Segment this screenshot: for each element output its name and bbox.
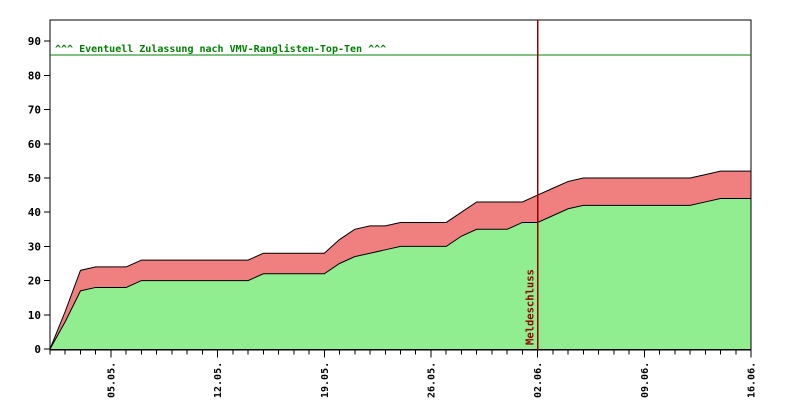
- y-tick-label: 20: [28, 275, 41, 288]
- y-tick-label: 10: [28, 309, 41, 322]
- series-areas: [49, 170, 752, 350]
- y-tick-label: 30: [28, 240, 41, 253]
- x-tick-label: 05.05.: [107, 362, 118, 398]
- x-tick-label: 09.06.: [640, 362, 651, 398]
- deadline-label: Meldeschluss: [525, 269, 537, 345]
- x-tick-label: 19.05.: [320, 362, 331, 398]
- y-tick-label: 40: [28, 206, 41, 219]
- y-tick-label: 50: [28, 172, 41, 185]
- y-tick-label: 80: [28, 69, 41, 82]
- x-tick-label: 12.05.: [213, 362, 224, 398]
- y-tick-label: 60: [28, 138, 41, 151]
- x-tick-label: 16.06.: [747, 362, 758, 398]
- y-tick-label: 0: [34, 343, 41, 356]
- y-tick-label: 70: [28, 104, 41, 117]
- x-tick-label: 26.05.: [427, 362, 438, 398]
- threshold-label: ^^^ Eventuell Zulassung nach VMV-Ranglis…: [55, 43, 386, 55]
- x-tick-label: 02.06.: [533, 362, 544, 398]
- x-axis-ticks: [49, 350, 752, 358]
- y-axis-ticks: [44, 40, 50, 350]
- x-axis-labels: 05.05. 12.05. 19.05. 26.05. 02.06. 09.06. 16.0…: [107, 362, 758, 398]
- confirmed-registrations-area: [49, 198, 752, 350]
- y-tick-label: 90: [28, 35, 41, 48]
- y-axis-labels: 0 10 20 30 40 50 60 70 80 90: [28, 35, 41, 356]
